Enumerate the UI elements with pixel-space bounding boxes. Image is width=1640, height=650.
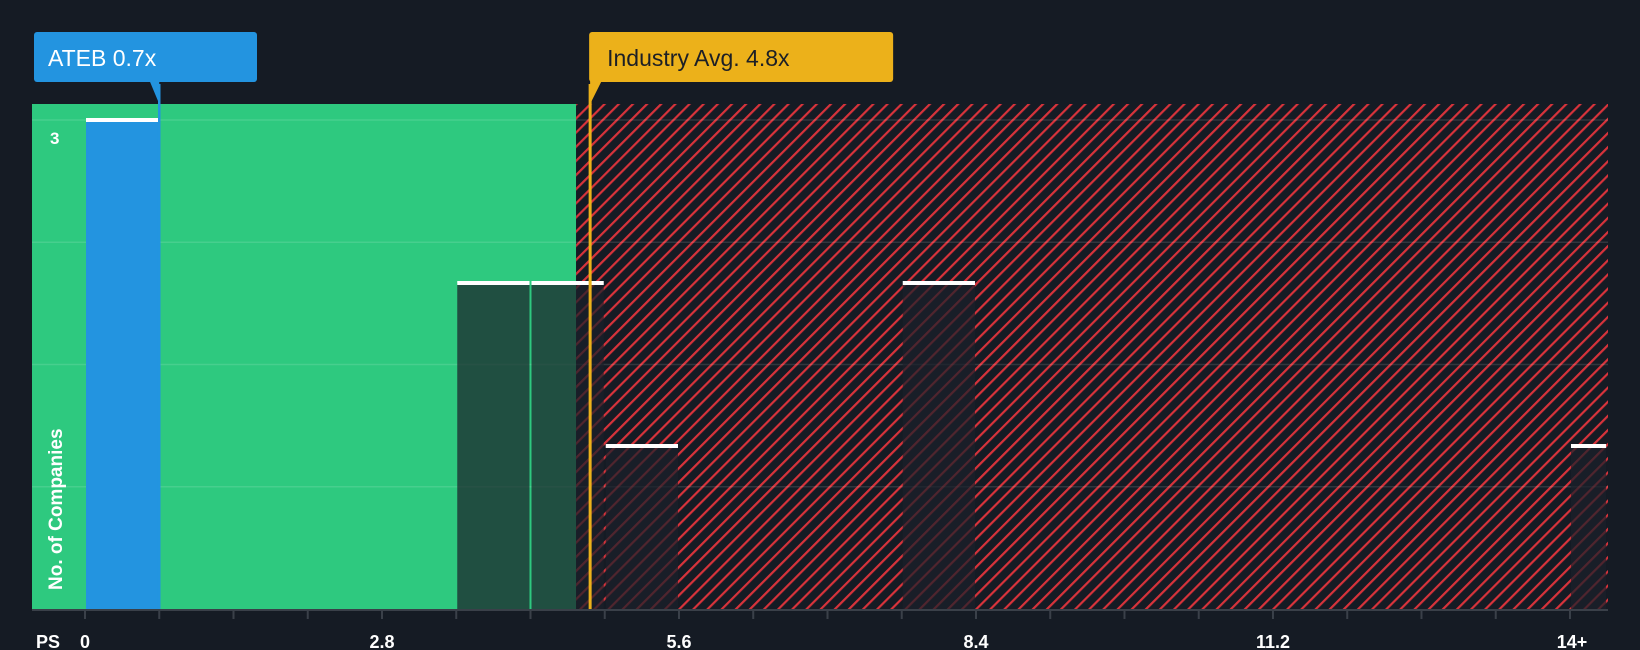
bar-top-marker-5	[1570, 444, 1607, 448]
y-axis-title: No. of Companies	[46, 428, 67, 590]
industry-callout	[589, 32, 894, 82]
histogram-bar-4	[902, 283, 975, 609]
industry-callout-pointer	[590, 80, 603, 104]
company-callout	[34, 32, 257, 82]
bar-top-marker-2	[531, 281, 604, 285]
bar-top-marker-3	[605, 444, 678, 448]
bar-top-marker-1	[457, 281, 530, 285]
bar-top-marker-4	[902, 281, 975, 285]
company-callout-pointer	[149, 80, 160, 104]
histogram-bar-0	[86, 120, 159, 609]
x-tick-label: 5.6	[666, 632, 691, 650]
company-callout-label: ATEB 0.7x	[48, 45, 157, 71]
histogram-bar-1	[457, 283, 530, 609]
bar-top-marker-0	[86, 118, 159, 122]
x-axis-title: PS	[36, 632, 60, 650]
histogram-bar-2	[531, 283, 604, 609]
x-tick-label: 2.8	[369, 632, 394, 650]
overvalued-region	[576, 104, 1608, 609]
x-tick-label: 8.4	[963, 632, 988, 650]
y-tick-label-3: 3	[50, 129, 59, 148]
histogram-bar-3	[605, 446, 678, 609]
industry-callout-label: Industry Avg. 4.8x	[607, 45, 790, 71]
x-tick-label: 14+	[1557, 632, 1588, 650]
x-tick-label: 0	[80, 632, 90, 650]
histogram-bar-5	[1570, 446, 1607, 609]
x-tick-label: 11.2	[1256, 632, 1290, 650]
